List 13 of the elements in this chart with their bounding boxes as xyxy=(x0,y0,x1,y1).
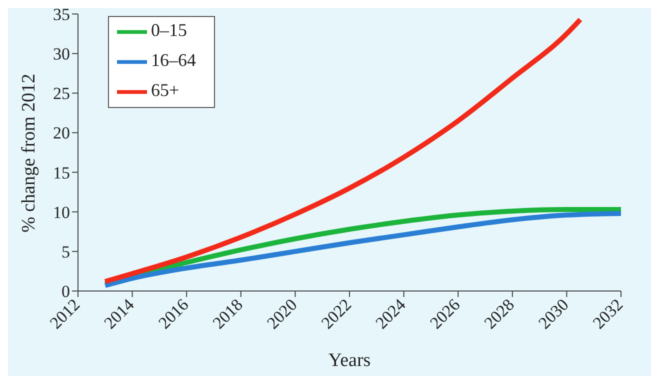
x-axis-title: Years xyxy=(328,350,371,371)
y-tick-label: 20 xyxy=(53,124,70,143)
legend-label: 65+ xyxy=(151,80,180,100)
y-tick-label: 15 xyxy=(53,163,70,182)
y-tick-label: 35 xyxy=(53,5,70,24)
y-tick-label: 25 xyxy=(53,84,70,104)
legend-label: 16–64 xyxy=(151,50,196,70)
y-tick-label: 10 xyxy=(53,202,70,222)
y-tick-label: 0 xyxy=(62,282,70,302)
y-axis-title: % change from 2012 xyxy=(18,74,40,232)
y-tick-label: 30 xyxy=(53,44,70,64)
y-tick-label: 5 xyxy=(62,242,70,262)
legend-label: 0–15 xyxy=(151,20,187,40)
